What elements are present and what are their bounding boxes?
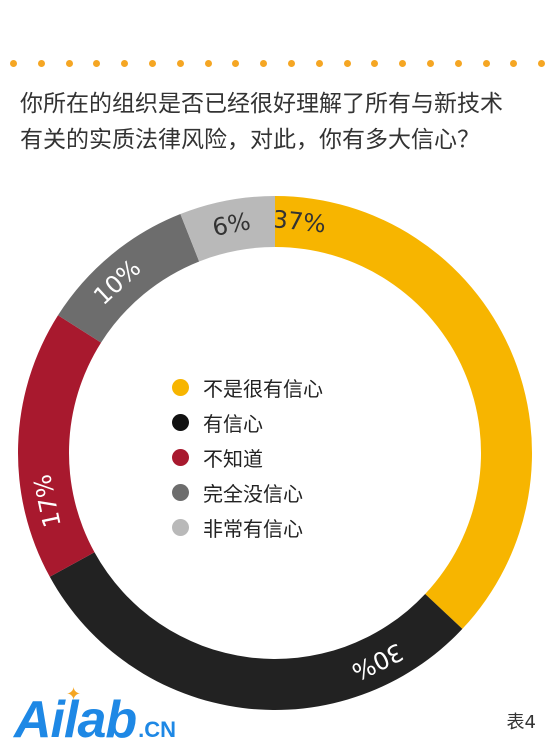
table-number-label: 表4 <box>506 712 536 733</box>
question-line-1: 你所在的组织是否已经很好理解了所有与新技术 <box>20 91 503 117</box>
divider-dot <box>399 60 407 67</box>
divider-dot <box>343 60 351 67</box>
question-line-2: 有关的实质法律风险，对此，你有多大信心？ <box>20 127 480 153</box>
divider-dot <box>482 60 490 67</box>
divider-dot <box>121 60 129 67</box>
divider-dot <box>454 60 462 67</box>
divider-dot <box>260 60 268 67</box>
donut-slice <box>275 196 532 629</box>
slice-value-label: 37% <box>271 205 327 238</box>
divider-dot <box>204 60 212 67</box>
slice-value-label: 6% <box>210 207 253 242</box>
divider-dot <box>93 60 101 67</box>
legend-item: 完全没信心 <box>172 475 323 510</box>
dotted-divider <box>0 60 550 70</box>
star-icon: ✦ <box>66 684 82 705</box>
legend-item: 不是很有信心 <box>172 370 323 405</box>
chart-question-title: 你所在的组织是否已经很好理解了所有与新技术 有关的实质法律风险，对此，你有多大信… <box>20 86 540 158</box>
divider-dot <box>315 60 323 67</box>
legend-item: 非常有信心 <box>172 510 323 545</box>
donut-slice <box>58 214 200 343</box>
legend-swatch <box>172 414 189 431</box>
legend-label: 不是很有信心 <box>203 377 323 401</box>
divider-dot <box>10 60 17 67</box>
logo-main-text: Ailab <box>14 691 137 749</box>
divider-dot <box>427 60 434 67</box>
divider-dot <box>65 60 73 67</box>
donut-slice <box>49 552 463 710</box>
divider-dot <box>288 60 295 67</box>
legend-swatch <box>172 379 189 396</box>
legend-label: 完全没信心 <box>203 482 303 506</box>
divider-dot <box>371 60 379 67</box>
divider-dot <box>149 60 156 67</box>
legend-swatch <box>172 484 189 501</box>
donut-slice <box>18 315 102 577</box>
divider-dot <box>538 60 546 67</box>
legend-item: 有信心 <box>172 405 323 440</box>
legend-label: 不知道 <box>203 447 263 471</box>
legend-swatch <box>172 449 189 466</box>
logo-suffix-text: .CN <box>138 717 177 742</box>
legend-item: 不知道 <box>172 440 323 475</box>
ailab-logo: ✦ Ailab .CN <box>14 684 177 750</box>
divider-dot <box>176 60 184 67</box>
donut-slice <box>180 196 275 262</box>
legend-label: 有信心 <box>203 412 263 436</box>
legend-label: 非常有信心 <box>203 517 303 541</box>
divider-dot <box>37 60 45 67</box>
divider-dot <box>232 60 240 67</box>
divider-dot <box>510 60 518 67</box>
legend-swatch <box>172 519 189 536</box>
chart-legend: 不是很有信心 有信心 不知道 完全没信心 非常有信心 <box>172 370 323 545</box>
